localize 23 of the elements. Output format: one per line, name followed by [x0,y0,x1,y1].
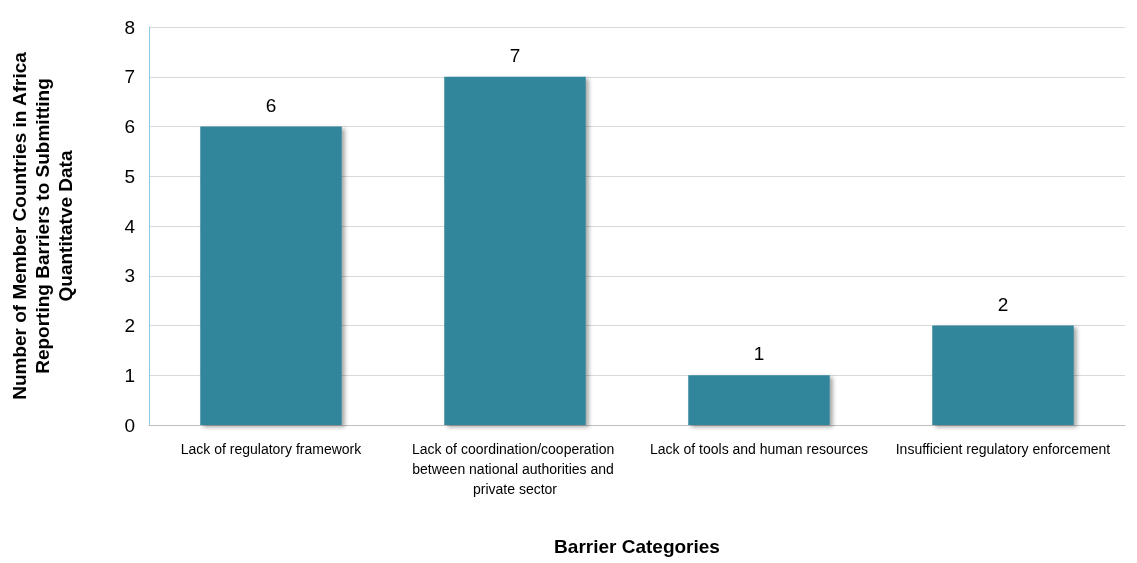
x-tick-label: Insufficient regulatory enforcement [895,441,1111,457]
data-label: 6 [265,94,277,116]
y-tick-label: 8 [124,16,135,38]
x-tick-label: Lack of coordination/cooperation between national authorities and private sector [411,441,619,497]
y-tick-label: 7 [124,66,135,88]
x-axis-title: Barrier Categories [554,536,720,557]
data-label: 2 [997,293,1009,315]
y-tick-label: 6 [124,116,135,137]
y-tick-label: 5 [124,165,135,187]
y-tick-label: 4 [124,215,136,237]
bar [200,126,342,425]
bar [688,375,830,425]
y-axis-title: Number of Member Countries in Africa Reporting Barriers to Submitting Quantitatve Data [9,51,76,400]
bar [444,76,586,425]
data-label: 7 [509,44,521,66]
bar [932,325,1074,425]
y-tick-label: 1 [124,364,135,386]
y-tick-label: 0 [124,414,135,436]
x-tick-label: Lack of regulatory framework [180,441,363,457]
y-tick-label: 2 [124,315,135,336]
y-tick-label: 3 [124,265,135,287]
data-label: 1 [753,343,765,365]
x-tick-label: Lack of tools and human resources [650,441,868,457]
